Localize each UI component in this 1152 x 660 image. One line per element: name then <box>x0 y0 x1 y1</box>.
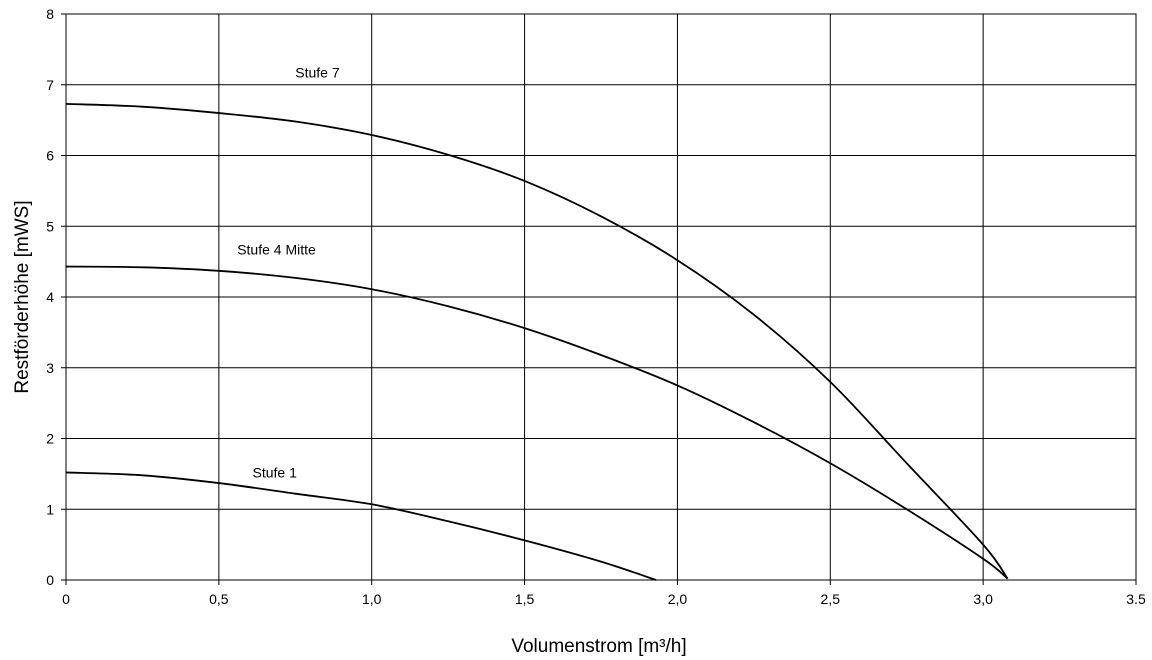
grid-lines <box>61 13 1137 585</box>
series-labels: Stufe 7 Stufe 4 Mitte Stufe 1 <box>237 65 340 481</box>
series-line-stufe-4-mitte <box>65 265 1009 580</box>
series-label-stufe-4-mitte: Stufe 4 Mitte <box>237 242 316 258</box>
series-label-stufe-1: Stufe 1 <box>252 464 297 480</box>
y-tick-label: 3 <box>46 360 54 376</box>
y-tick-label: 1 <box>46 501 54 517</box>
x-tick-label: 2,0 <box>668 591 688 607</box>
series-label-stufe-7: Stufe 7 <box>295 65 340 81</box>
x-tick-label: 3.5 <box>1126 591 1146 607</box>
y-tick-label: 2 <box>46 431 54 447</box>
x-tick-label: 3,0 <box>973 591 993 607</box>
x-tick-label: 0,5 <box>209 591 229 607</box>
y-tick-label: 7 <box>46 77 54 93</box>
y-tick-label: 5 <box>46 218 54 234</box>
y-axis-title: Restförderhöhe [mWS] <box>12 200 33 393</box>
y-tick-label: 6 <box>46 148 54 164</box>
x-tick-labels: 0 0,5 1,0 1,5 2,0 2,5 3,0 3.5 <box>62 591 1146 607</box>
y-tick-label: 0 <box>46 572 54 588</box>
x-tick-label: 1,5 <box>515 591 535 607</box>
x-tick-label: 0 <box>62 591 70 607</box>
y-tick-label: 4 <box>46 289 54 305</box>
x-tick-label: 1,0 <box>362 591 382 607</box>
x-axis-title: Volumenstrom [m³/h] <box>511 636 686 657</box>
y-tick-labels: 0 1 2 3 4 5 6 7 8 <box>46 6 54 588</box>
x-tick-label: 2,5 <box>821 591 841 607</box>
series-line-stufe-7 <box>65 102 1009 580</box>
series-line-stufe-1 <box>65 471 657 581</box>
series-lines <box>65 102 1009 581</box>
plot-frame <box>65 13 1137 581</box>
y-tick-label: 8 <box>46 6 54 22</box>
